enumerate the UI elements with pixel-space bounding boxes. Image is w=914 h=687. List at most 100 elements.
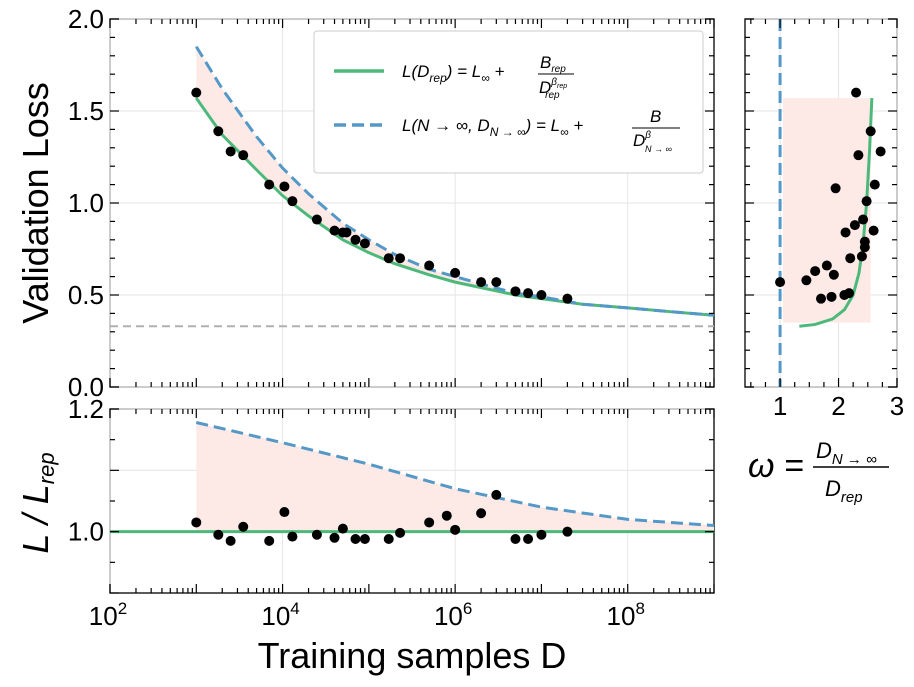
svg-text:Brep: Brep xyxy=(540,53,566,75)
omega-data-point xyxy=(810,266,821,277)
data-points-layer xyxy=(191,87,886,546)
omega-data-point xyxy=(849,220,860,231)
data-point xyxy=(491,277,502,288)
data-point xyxy=(510,286,521,297)
y-tick-label: 1.5 xyxy=(68,96,104,126)
ratio-data-point xyxy=(450,524,461,535)
omega-data-point xyxy=(861,196,872,207)
ratio-data-point xyxy=(491,489,502,500)
omega-data-point xyxy=(868,225,879,236)
omega-data-point xyxy=(840,227,851,238)
main-y-axis-label: Validation Loss xyxy=(15,82,56,324)
data-point xyxy=(191,87,202,98)
ratio-data-point xyxy=(213,529,224,540)
data-point xyxy=(523,288,534,299)
omega-curve xyxy=(799,98,874,328)
omega-data-point xyxy=(826,291,837,302)
ratio-data-point xyxy=(476,508,487,519)
data-point xyxy=(350,234,361,245)
data-point xyxy=(341,227,352,238)
data-point xyxy=(311,214,322,225)
ratio-y-tick-label: 1.0 xyxy=(68,517,104,547)
svg-text:Drep: Drep xyxy=(825,476,863,506)
data-point xyxy=(264,179,275,190)
ratio-data-point xyxy=(395,527,406,538)
omega-data-point xyxy=(801,275,812,286)
y-tick-label: 2.0 xyxy=(68,4,104,34)
ratio-data-point xyxy=(225,535,236,546)
ratio-data-point xyxy=(536,529,547,540)
data-point xyxy=(450,267,461,278)
ratio-data-point xyxy=(191,517,202,528)
data-point xyxy=(287,196,298,207)
curve-l-rep xyxy=(195,97,715,317)
omega-data-point xyxy=(775,277,786,288)
svg-text:B: B xyxy=(650,107,661,126)
x-tick-label: 102 xyxy=(89,599,127,631)
omega-data-point xyxy=(851,87,862,98)
ratio-data-point xyxy=(359,534,370,545)
omega-data-point xyxy=(830,183,841,194)
ratio-data-point xyxy=(510,534,521,545)
omega-x-tick-label: 2 xyxy=(831,391,845,421)
omega-data-point xyxy=(844,288,855,299)
data-point xyxy=(476,277,487,288)
svg-text:DN → ∞: DN → ∞ xyxy=(816,438,877,468)
data-point xyxy=(238,150,249,161)
ratio-data-point xyxy=(350,534,361,545)
ratio-data-point xyxy=(441,510,452,521)
omega-data-point xyxy=(816,293,826,304)
ratio-y-axis-label: L / Lrep xyxy=(15,452,59,553)
ticks-layer: 0.0 0.5 1.0 1.5 2.0 1.0 1.2 1 2 3 102 104 106 108 xyxy=(68,4,904,631)
svg-text:ω =: ω = xyxy=(748,447,804,485)
omega-data-point xyxy=(845,253,856,264)
data-point xyxy=(536,290,547,300)
legend-fraction-inf: B Dβ N → ∞ xyxy=(632,107,680,154)
ratio-data-point xyxy=(337,523,348,534)
data-point xyxy=(279,181,290,192)
ratio-data-point xyxy=(562,526,573,537)
ratio-curve-inf xyxy=(195,421,715,528)
x-tick-label: 106 xyxy=(434,599,472,631)
data-point xyxy=(383,253,394,264)
x-axis-label: Training samples D xyxy=(258,635,567,676)
ratio-data-point xyxy=(424,517,435,528)
y-tick-label: 1.0 xyxy=(68,188,104,218)
omega-shaded-region xyxy=(783,98,871,323)
y-tick-label: 0.5 xyxy=(68,280,104,310)
x-tick-label: 108 xyxy=(607,599,645,631)
omega-data-point xyxy=(853,150,864,161)
y-tick-label: 0.0 xyxy=(68,372,104,402)
svg-text:L / Lrep: L / Lrep xyxy=(15,452,59,553)
data-point xyxy=(359,238,370,249)
ratio-data-point xyxy=(329,532,340,543)
legend-fraction-rep: Brep Dβrep rep xyxy=(538,53,574,101)
omega-x-tick-label: 3 xyxy=(890,391,904,421)
omega-data-point xyxy=(821,260,832,271)
ratio-shaded-region xyxy=(196,422,715,532)
legend-entry-rep: L(Drep) = L∞ + xyxy=(402,62,505,85)
data-point xyxy=(225,146,236,157)
ratio-data-point xyxy=(279,507,290,518)
data-point xyxy=(329,225,340,236)
x-tick-label: 104 xyxy=(261,599,299,631)
legend-entry-inf: L(N → ∞, DN → ∞) = L∞ + xyxy=(402,116,583,139)
omega-data-point xyxy=(856,251,867,262)
svg-text:DβN → ∞: Dβ N → ∞ xyxy=(633,130,672,154)
data-point xyxy=(395,253,406,264)
omega-data-point xyxy=(875,146,886,157)
omega-x-axis-label: ω = DN → ∞ Drep xyxy=(748,438,889,506)
data-point xyxy=(424,260,435,271)
omega-data-point xyxy=(828,269,839,280)
ratio-data-point xyxy=(523,534,534,545)
ratio-data-point xyxy=(383,534,394,545)
ratio-data-point xyxy=(238,521,249,532)
ratio-data-point xyxy=(264,535,275,546)
omega-x-tick-label: 1 xyxy=(773,391,787,421)
ratio-data-point xyxy=(311,529,322,540)
omega-data-point xyxy=(865,126,876,137)
legend-box xyxy=(313,30,704,174)
data-point xyxy=(213,126,224,137)
